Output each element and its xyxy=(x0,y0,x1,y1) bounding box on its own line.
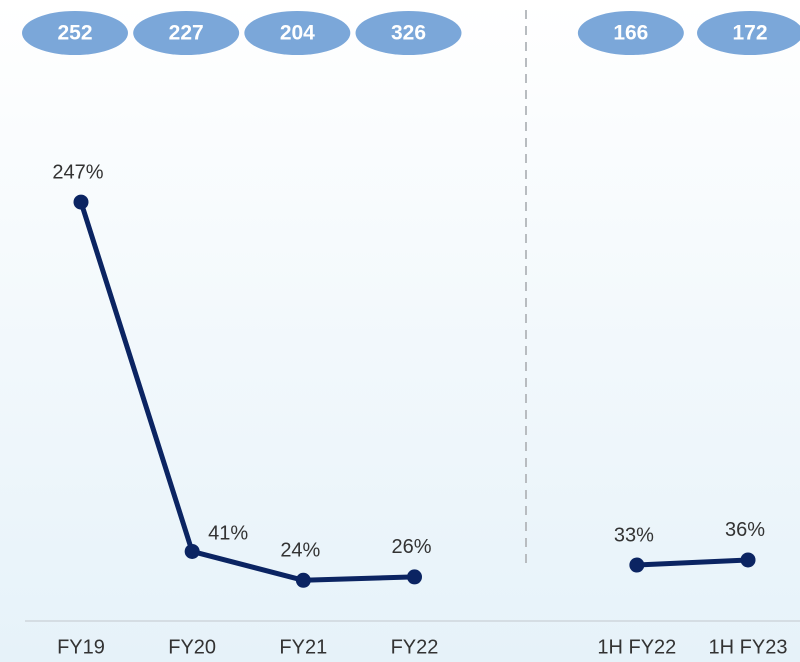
bubble-label: 172 xyxy=(732,22,767,45)
bubble-label: 326 xyxy=(391,22,426,45)
value-label: 24% xyxy=(280,540,320,562)
bubble-label: 252 xyxy=(57,22,92,45)
x-tick-label: FY19 xyxy=(57,636,105,658)
x-tick-label: FY20 xyxy=(168,636,216,658)
point xyxy=(184,543,200,559)
bubble xyxy=(355,11,462,55)
value-label: 36% xyxy=(725,519,765,541)
bubble-label: 227 xyxy=(169,22,204,45)
point xyxy=(740,552,756,568)
value-label: 33% xyxy=(614,524,654,546)
point xyxy=(73,194,89,210)
x-tick-label: FY21 xyxy=(279,636,327,658)
value-label: 26% xyxy=(391,536,431,558)
x-tick-label: FY22 xyxy=(391,636,439,658)
point xyxy=(295,572,311,588)
bubble xyxy=(577,11,684,55)
x-tick-label: 1H FY22 xyxy=(597,636,676,658)
value-label: 41% xyxy=(208,523,248,545)
bubble xyxy=(22,11,128,55)
bubble xyxy=(133,11,240,55)
bubble xyxy=(244,11,351,55)
bubble-label: 166 xyxy=(613,22,648,45)
point xyxy=(629,557,645,573)
bubble xyxy=(697,11,800,55)
bubble-label: 204 xyxy=(280,22,315,45)
x-tick-label: 1H FY23 xyxy=(709,636,788,658)
line xyxy=(636,557,749,568)
line xyxy=(78,201,415,583)
point xyxy=(407,569,423,585)
value-label: 247% xyxy=(52,161,103,183)
